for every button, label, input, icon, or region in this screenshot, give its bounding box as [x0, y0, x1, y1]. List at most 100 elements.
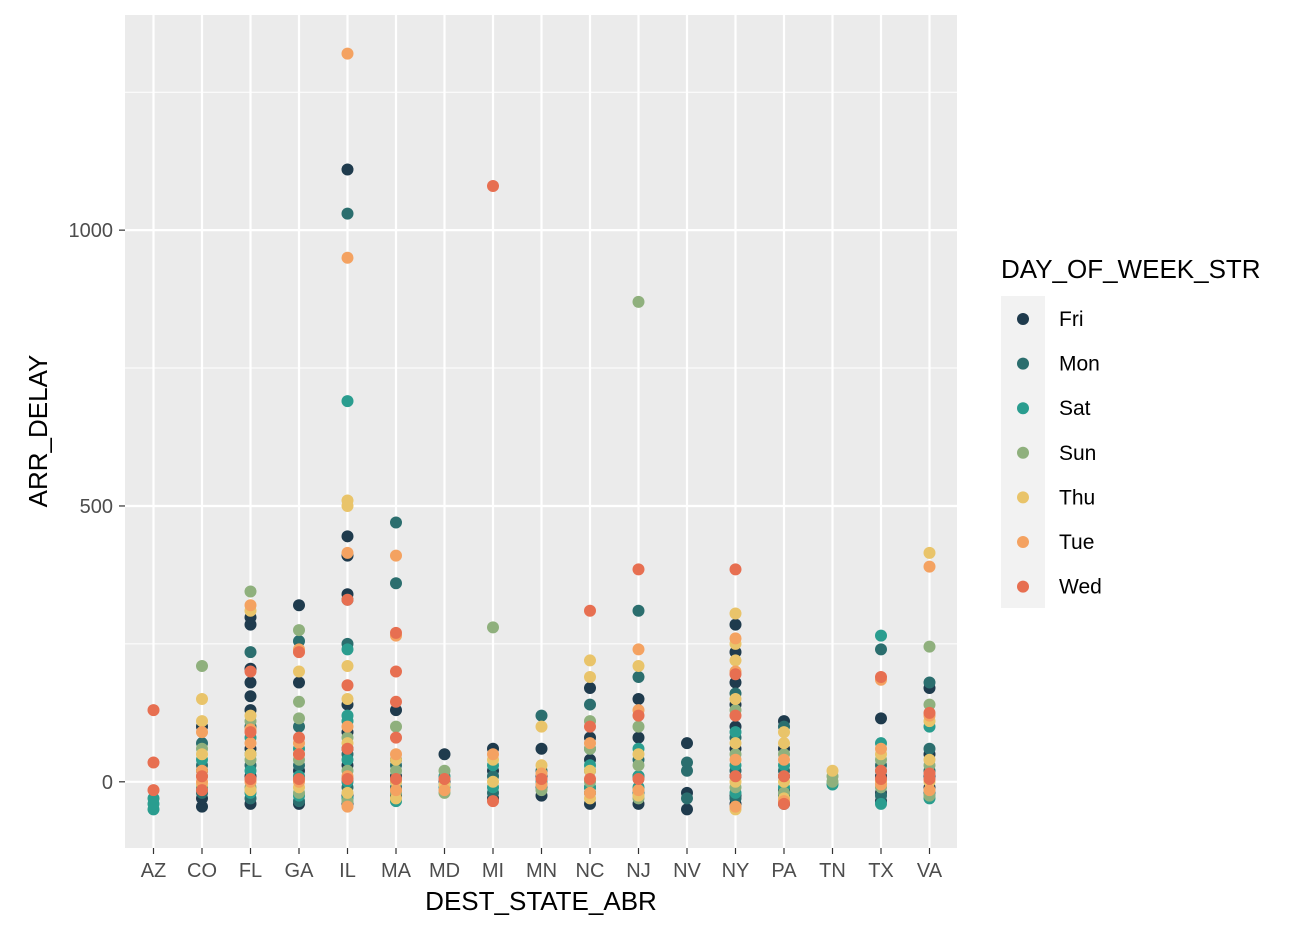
data-point	[341, 753, 354, 766]
data-point	[390, 516, 402, 529]
data-point	[632, 563, 645, 576]
data-point	[341, 530, 354, 543]
data-point	[875, 742, 887, 755]
data-point	[196, 784, 208, 797]
legend-key	[1017, 357, 1029, 370]
data-point	[487, 795, 499, 808]
data-point	[729, 753, 742, 766]
data-point	[584, 720, 596, 733]
data-point	[729, 668, 742, 681]
x-tick-label: MA	[381, 860, 412, 882]
data-point	[341, 709, 354, 722]
data-point	[729, 676, 742, 689]
data-point	[196, 693, 208, 706]
data-point	[875, 764, 887, 777]
data-point	[293, 676, 305, 689]
data-point	[729, 693, 742, 706]
data-point	[438, 784, 451, 797]
data-point	[729, 607, 742, 620]
data-point	[293, 695, 305, 708]
data-point	[196, 748, 208, 761]
x-tick-label: NY	[722, 860, 750, 882]
data-point	[826, 764, 839, 777]
x-tick-label: VA	[917, 860, 943, 882]
data-point	[923, 706, 936, 719]
x-tick-label: MI	[482, 860, 504, 882]
data-point	[487, 775, 499, 788]
data-point	[923, 640, 936, 653]
data-point	[293, 720, 305, 733]
x-tick-label: IL	[339, 860, 356, 882]
data-point	[778, 726, 790, 739]
data-point	[681, 756, 693, 769]
data-point	[875, 773, 887, 786]
legend-label: Sun	[1059, 442, 1096, 465]
data-point	[438, 764, 451, 777]
data-point	[681, 792, 693, 805]
data-point	[729, 770, 742, 783]
legend-label: Fri	[1059, 308, 1084, 331]
data-point	[584, 654, 596, 667]
data-point	[923, 784, 936, 797]
data-point	[875, 643, 887, 656]
legend-label: Mon	[1059, 353, 1100, 376]
data-point	[293, 599, 305, 612]
data-point	[535, 709, 548, 722]
data-point	[341, 773, 354, 786]
data-point	[293, 624, 305, 637]
data-point	[147, 784, 160, 797]
data-point	[390, 792, 402, 805]
data-point	[196, 800, 208, 813]
data-point	[875, 712, 887, 725]
legend-label: Thu	[1059, 486, 1095, 509]
data-point	[147, 792, 160, 805]
data-point	[293, 646, 305, 659]
data-point	[729, 618, 742, 631]
data-point	[584, 604, 596, 617]
x-tick-label: TX	[868, 860, 894, 882]
data-point	[681, 803, 693, 816]
data-point	[244, 690, 257, 703]
data-point	[778, 737, 790, 750]
data-point	[244, 599, 257, 612]
data-point	[487, 180, 499, 193]
data-point	[244, 784, 257, 797]
data-point	[632, 659, 645, 672]
data-point	[390, 549, 402, 562]
legend-key	[1017, 580, 1029, 593]
data-point	[341, 679, 354, 692]
data-point	[584, 698, 596, 711]
x-axis-title: DEST_STATE_ABR	[425, 886, 657, 916]
data-point	[341, 742, 354, 755]
data-point	[923, 753, 936, 766]
data-point	[438, 773, 451, 786]
data-point	[632, 773, 645, 786]
data-point	[390, 695, 402, 708]
data-point	[632, 604, 645, 617]
data-point	[729, 737, 742, 750]
data-point	[584, 773, 596, 786]
x-tick-label: TN	[819, 860, 846, 882]
data-point	[341, 693, 354, 706]
data-point	[584, 786, 596, 799]
data-point	[390, 665, 402, 678]
x-tick-label: CO	[187, 860, 217, 882]
legend-key	[1017, 491, 1029, 504]
data-point	[341, 720, 354, 733]
legend-label: Sat	[1059, 397, 1091, 420]
data-point	[196, 770, 208, 783]
legend-key	[1017, 313, 1029, 325]
data-point	[341, 643, 354, 656]
data-point	[196, 715, 208, 728]
data-point	[244, 585, 257, 598]
data-point	[341, 163, 354, 176]
data-point	[390, 784, 402, 797]
data-point	[487, 621, 499, 634]
data-point	[875, 789, 887, 802]
data-point	[244, 676, 257, 689]
data-point	[632, 748, 645, 761]
data-point	[584, 682, 596, 695]
data-point	[584, 764, 596, 777]
data-point	[390, 704, 402, 717]
data-point	[729, 709, 742, 722]
